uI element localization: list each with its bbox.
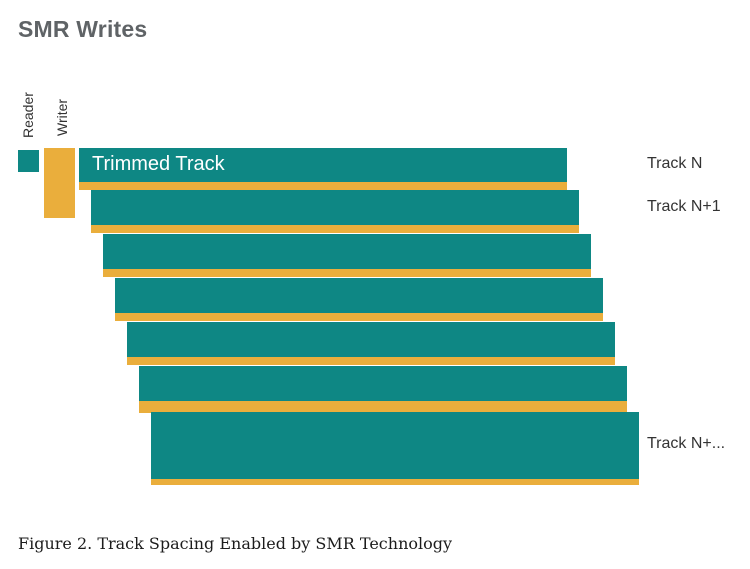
track-n-label: Track N	[647, 155, 703, 172]
track-more-label: Track N+...	[647, 435, 726, 452]
track-4-trimmed	[115, 278, 603, 313]
track-n-trimmed	[79, 148, 567, 182]
writer-head-block	[44, 148, 75, 218]
reader-label: Reader	[20, 92, 36, 138]
writer-label: Writer	[54, 98, 70, 136]
track-last-full	[151, 412, 639, 479]
reader-head-block	[18, 150, 39, 172]
trimmed-track-label: Trimmed Track	[92, 153, 225, 175]
track-5-trimmed	[127, 322, 615, 357]
track-n1-trimmed	[91, 190, 579, 225]
diagram-title: SMR Writes	[18, 16, 148, 42]
track-n1-label: Track N+1	[647, 198, 721, 215]
track-6-trimmed	[139, 366, 627, 401]
figure-caption: Figure 2. Track Spacing Enabled by SMR T…	[18, 534, 453, 553]
track-3-trimmed	[103, 234, 591, 269]
